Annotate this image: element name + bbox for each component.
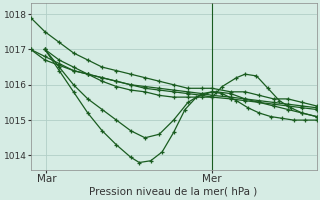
- X-axis label: Pression niveau de la mer( hPa ): Pression niveau de la mer( hPa ): [90, 187, 258, 197]
